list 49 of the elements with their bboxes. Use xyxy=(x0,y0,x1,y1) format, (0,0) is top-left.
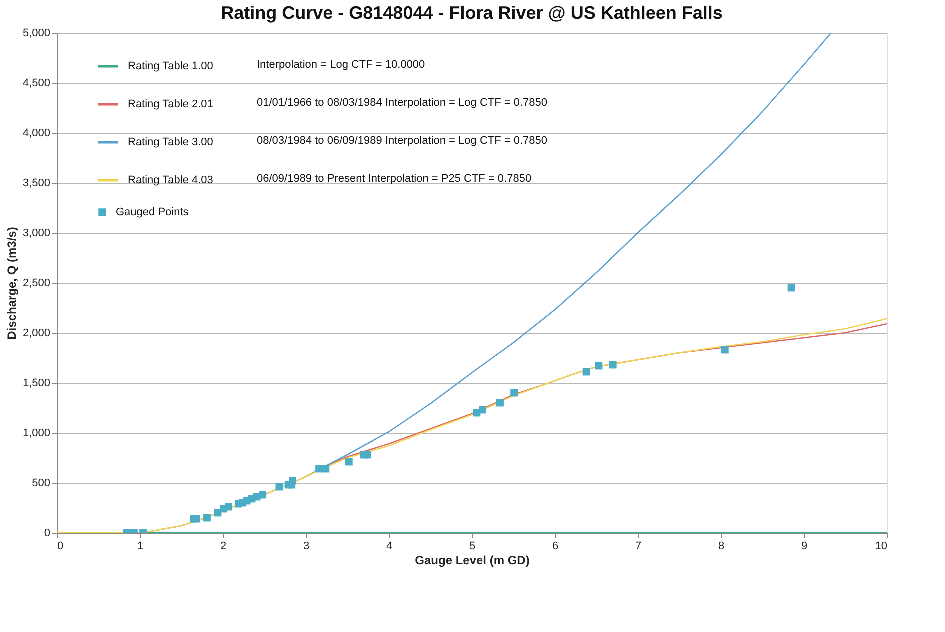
annotation: 08/03/1984 to 06/09/1989 Interpolation = Log CTF = 0.7850 xyxy=(257,135,548,147)
y-tick-label: 5,000 xyxy=(22,28,50,40)
point xyxy=(289,477,296,485)
legend-label: Rating Table 4.03 xyxy=(128,174,214,186)
point xyxy=(225,503,233,511)
point xyxy=(345,458,353,466)
annotation: Interpolation = Log CTF = 10.0000 xyxy=(257,59,426,71)
annotation: 01/01/1966 to 08/03/1984 Interpolation = Log CTF = 0.7850 xyxy=(257,97,548,109)
legend-label: Gauged Points xyxy=(116,206,190,218)
x-tick-label: 4 xyxy=(386,540,393,552)
y-tick-label: 1,000 xyxy=(22,428,50,440)
annotation: 06/09/1989 to Present Interpolation = P25 CTF = 0.7850 xyxy=(257,173,532,185)
x-tick-label: 3 xyxy=(303,540,310,552)
x-tick-label: 8 xyxy=(718,540,725,552)
point xyxy=(276,483,284,491)
y-tick-label: 0 xyxy=(44,528,50,540)
legend-label: Rating Table 2.01 xyxy=(128,98,214,110)
y-axis-title: Discharge, Q (m3/s) xyxy=(4,227,19,340)
y-tick-label: 2,500 xyxy=(22,278,50,290)
point xyxy=(609,361,617,369)
x-tick-label: 9 xyxy=(801,540,808,552)
y-tick-label: 4,500 xyxy=(22,78,50,90)
legend-label: Rating Table 3.00 xyxy=(128,136,214,148)
point xyxy=(479,406,486,414)
y-tick-label: 3,500 xyxy=(22,178,50,190)
y-tick-label: 3,000 xyxy=(22,228,50,240)
point xyxy=(204,514,211,522)
x-tick-label: 5 xyxy=(469,540,476,552)
point xyxy=(510,389,518,397)
x-tick-label: 2 xyxy=(220,540,227,552)
y-tick-label: 4,000 xyxy=(22,128,50,140)
point xyxy=(721,346,729,354)
point xyxy=(788,284,796,292)
chart-title: Rating Curve - G8148044 - Flora River @ US Kathleen Falls xyxy=(221,3,723,23)
x-tick-label: 10 xyxy=(875,540,888,552)
x-tick-label: 6 xyxy=(552,540,559,552)
x-axis-title: Gauge Level (m GD) xyxy=(415,554,530,568)
x-tick-label: 7 xyxy=(635,540,642,552)
point xyxy=(322,465,330,473)
point xyxy=(259,491,267,499)
x-tick-label: 1 xyxy=(137,540,144,552)
y-tick-label: 500 xyxy=(32,478,50,490)
point xyxy=(496,399,504,407)
y-tick-label: 2,000 xyxy=(22,328,50,340)
point xyxy=(192,515,200,523)
legend-label: Rating Table 1.00 xyxy=(128,60,214,72)
y-tick-label: 1,500 xyxy=(22,378,50,390)
x-tick-label: 0 xyxy=(58,540,64,552)
point xyxy=(364,451,372,459)
